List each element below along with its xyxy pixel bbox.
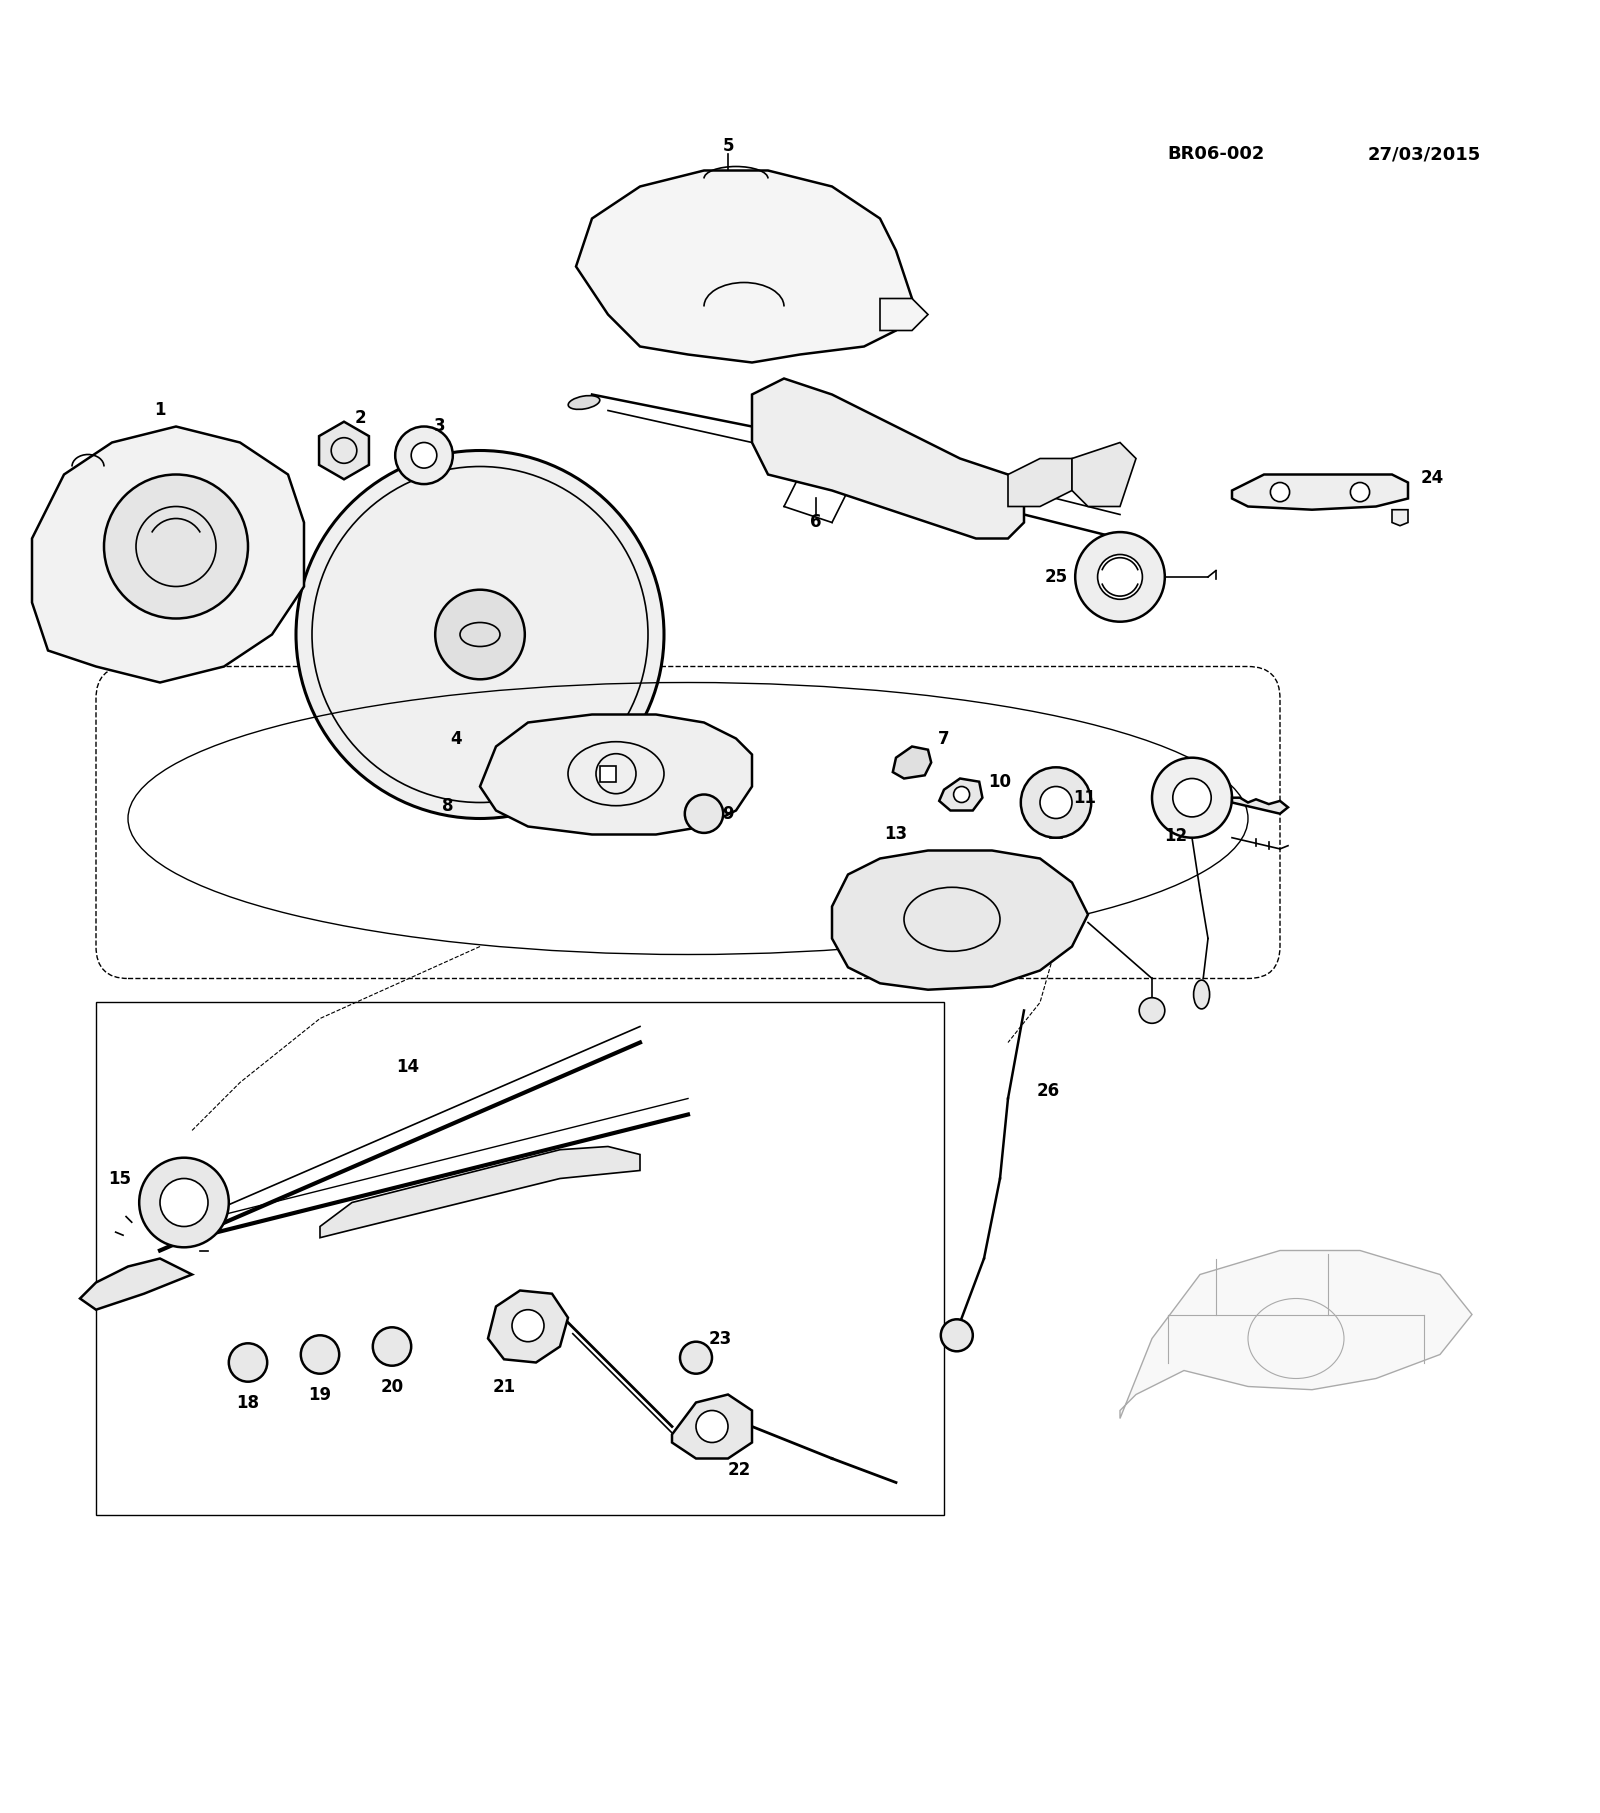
Polygon shape bbox=[893, 747, 931, 778]
Text: 22: 22 bbox=[728, 1461, 750, 1479]
Circle shape bbox=[1350, 482, 1370, 502]
Text: 23: 23 bbox=[709, 1329, 731, 1347]
Polygon shape bbox=[320, 1146, 640, 1238]
Circle shape bbox=[1021, 767, 1091, 838]
Text: 10: 10 bbox=[989, 772, 1011, 790]
Text: 6: 6 bbox=[810, 513, 822, 531]
Circle shape bbox=[435, 589, 525, 680]
Polygon shape bbox=[1232, 798, 1288, 814]
Text: 24: 24 bbox=[1421, 470, 1443, 486]
Text: 26: 26 bbox=[1037, 1082, 1059, 1099]
Circle shape bbox=[301, 1336, 339, 1374]
Circle shape bbox=[1173, 778, 1211, 818]
Polygon shape bbox=[480, 714, 752, 834]
Text: 8: 8 bbox=[442, 796, 454, 814]
Polygon shape bbox=[1392, 509, 1408, 526]
Circle shape bbox=[1075, 531, 1165, 622]
Circle shape bbox=[1098, 555, 1142, 600]
Polygon shape bbox=[1120, 1251, 1472, 1418]
Text: 12: 12 bbox=[1165, 827, 1187, 845]
Polygon shape bbox=[880, 299, 928, 330]
Circle shape bbox=[1152, 758, 1232, 838]
Circle shape bbox=[373, 1327, 411, 1365]
Text: 21: 21 bbox=[493, 1378, 515, 1396]
Circle shape bbox=[685, 794, 723, 832]
Text: 2: 2 bbox=[354, 410, 366, 428]
Ellipse shape bbox=[1194, 981, 1210, 1008]
Text: 4: 4 bbox=[450, 729, 462, 747]
Polygon shape bbox=[80, 1258, 192, 1309]
Text: 1: 1 bbox=[154, 401, 166, 419]
Text: 18: 18 bbox=[237, 1394, 259, 1412]
Text: BR06-002: BR06-002 bbox=[1168, 145, 1264, 163]
Circle shape bbox=[1040, 787, 1072, 818]
Text: 15: 15 bbox=[109, 1169, 131, 1188]
Polygon shape bbox=[672, 1394, 752, 1458]
Polygon shape bbox=[488, 1291, 568, 1363]
Polygon shape bbox=[1072, 442, 1136, 506]
Text: 9: 9 bbox=[722, 805, 734, 823]
Circle shape bbox=[104, 475, 248, 618]
Polygon shape bbox=[939, 778, 982, 810]
Ellipse shape bbox=[568, 395, 600, 410]
Text: 5: 5 bbox=[722, 138, 734, 156]
Text: 25: 25 bbox=[1045, 567, 1067, 586]
Circle shape bbox=[1270, 482, 1290, 502]
Polygon shape bbox=[752, 379, 1024, 538]
Circle shape bbox=[512, 1309, 544, 1342]
Text: 19: 19 bbox=[309, 1385, 331, 1403]
Polygon shape bbox=[1232, 475, 1408, 509]
Text: 13: 13 bbox=[885, 825, 907, 843]
Text: 11: 11 bbox=[1074, 789, 1096, 807]
Polygon shape bbox=[600, 765, 616, 781]
Circle shape bbox=[139, 1159, 229, 1247]
Text: 7: 7 bbox=[938, 729, 950, 747]
Polygon shape bbox=[1008, 459, 1072, 506]
Polygon shape bbox=[576, 170, 912, 363]
Circle shape bbox=[1139, 997, 1165, 1023]
Circle shape bbox=[411, 442, 437, 468]
Circle shape bbox=[680, 1342, 712, 1374]
Circle shape bbox=[941, 1320, 973, 1351]
Text: 20: 20 bbox=[381, 1378, 403, 1396]
Circle shape bbox=[160, 1178, 208, 1227]
Polygon shape bbox=[32, 426, 304, 682]
Text: 14: 14 bbox=[397, 1057, 419, 1075]
Circle shape bbox=[954, 787, 970, 803]
Polygon shape bbox=[832, 850, 1088, 990]
Circle shape bbox=[229, 1343, 267, 1382]
Circle shape bbox=[696, 1411, 728, 1443]
Circle shape bbox=[395, 426, 453, 484]
Text: 3: 3 bbox=[434, 417, 446, 435]
Polygon shape bbox=[318, 422, 370, 479]
Text: 27/03/2015: 27/03/2015 bbox=[1368, 145, 1480, 163]
Circle shape bbox=[296, 450, 664, 818]
